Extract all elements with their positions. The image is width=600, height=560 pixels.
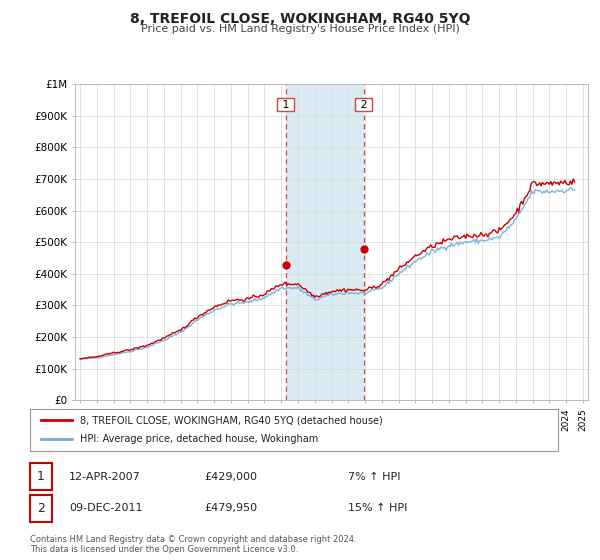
Text: 15% ↑ HPI: 15% ↑ HPI bbox=[348, 503, 407, 514]
Text: 8, TREFOIL CLOSE, WOKINGHAM, RG40 5YQ: 8, TREFOIL CLOSE, WOKINGHAM, RG40 5YQ bbox=[130, 12, 470, 26]
Text: This data is licensed under the Open Government Licence v3.0.: This data is licensed under the Open Gov… bbox=[30, 545, 298, 554]
Text: HPI: Average price, detached house, Wokingham: HPI: Average price, detached house, Woki… bbox=[80, 435, 319, 445]
Text: 09-DEC-2011: 09-DEC-2011 bbox=[69, 503, 143, 514]
Text: Contains HM Land Registry data © Crown copyright and database right 2024.: Contains HM Land Registry data © Crown c… bbox=[30, 535, 356, 544]
Text: 2: 2 bbox=[37, 502, 45, 515]
Text: £479,950: £479,950 bbox=[204, 503, 257, 514]
Bar bbox=[286, 84, 364, 400]
Text: 7% ↑ HPI: 7% ↑ HPI bbox=[348, 472, 401, 482]
Text: £429,000: £429,000 bbox=[204, 472, 257, 482]
Text: 12-APR-2007: 12-APR-2007 bbox=[69, 472, 141, 482]
Text: 8, TREFOIL CLOSE, WOKINGHAM, RG40 5YQ (detached house): 8, TREFOIL CLOSE, WOKINGHAM, RG40 5YQ (d… bbox=[80, 415, 383, 425]
Text: Price paid vs. HM Land Registry's House Price Index (HPI): Price paid vs. HM Land Registry's House … bbox=[140, 24, 460, 34]
Text: 2: 2 bbox=[356, 100, 371, 110]
Text: 1: 1 bbox=[37, 470, 45, 483]
Text: 1: 1 bbox=[279, 100, 293, 110]
